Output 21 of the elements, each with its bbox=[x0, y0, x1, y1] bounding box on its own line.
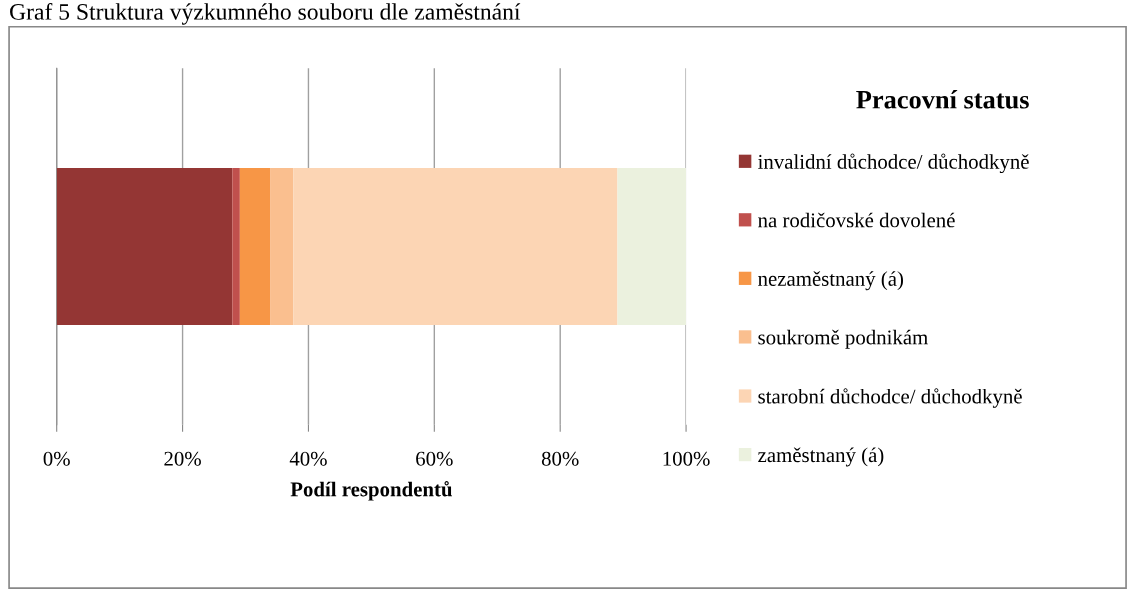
legend-label: soukromě podnikám bbox=[758, 329, 928, 349]
x-tick-label: 100% bbox=[663, 451, 710, 466]
x-tick-label: 0% bbox=[43, 451, 70, 466]
legend-label: starobní důchodce/ důchodkyně bbox=[758, 388, 1022, 408]
legend-title: Pracovní status bbox=[856, 90, 1029, 109]
legend-label: nezaměstnaný (á) bbox=[758, 271, 904, 291]
x-tick-label: 20% bbox=[164, 451, 201, 466]
legend-label: na rodičovské dovolené bbox=[758, 212, 955, 228]
x-tick-label: 80% bbox=[541, 451, 579, 466]
bar bbox=[239, 168, 271, 325]
bar bbox=[232, 168, 240, 325]
legend-label: invalidní důchodce/ důchodkyně bbox=[758, 153, 1029, 174]
legend-label: zaměstnaný (á) bbox=[758, 447, 884, 467]
bar bbox=[617, 168, 687, 325]
x-tick-label: 40% bbox=[289, 451, 327, 466]
bar bbox=[56, 168, 233, 325]
bar bbox=[270, 168, 294, 325]
chart-title: Graf 5 Struktura výzkumného souboru dle zaměstnání bbox=[10, 2, 521, 25]
x-axis-title: Podíl respondentů bbox=[290, 481, 452, 501]
x-tick-label: 60% bbox=[416, 451, 453, 466]
bar bbox=[293, 168, 618, 325]
